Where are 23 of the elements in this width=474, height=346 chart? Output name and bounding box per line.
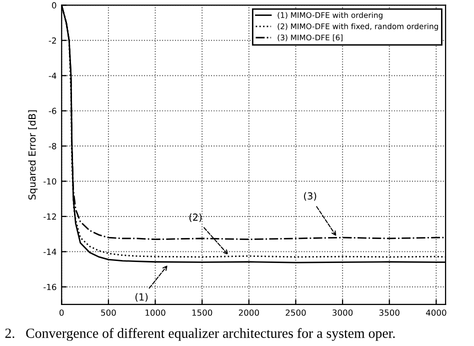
x-tick-label: 500: [101, 309, 116, 316]
text: 2. Convergence of different equalizer architectures for a system oper.: [5, 328, 395, 341]
x-tick-label: 1000: [146, 309, 166, 316]
y-tick-label: -16: [44, 284, 56, 290]
annotation: (1): [135, 293, 148, 302]
annotation: (2): [189, 213, 202, 222]
y-tick-label: -12: [44, 213, 56, 220]
y-tick-label: -8: [48, 143, 56, 150]
y-tick-label: -2: [48, 37, 56, 44]
y-tick-label: -4: [48, 72, 56, 79]
x-tick-label: 4000: [426, 309, 446, 316]
annotation: (3): [304, 192, 316, 201]
y-tick-label: 0: [52, 2, 56, 8]
y-tick-label: -14: [44, 248, 56, 255]
x-tick-label: 2500: [286, 309, 306, 316]
x-tick-label: 3500: [379, 309, 400, 316]
y-tick-label: -10: [44, 178, 56, 185]
y-axis-title: Squared Error [dB]: [28, 110, 38, 200]
x-tick-label: 3000: [332, 309, 353, 316]
y-tick-label: -6: [48, 108, 56, 114]
x-tick-label: 2000: [238, 309, 259, 316]
x-tick-label: 1500: [192, 309, 212, 316]
x-tick-label: 0: [60, 309, 64, 316]
